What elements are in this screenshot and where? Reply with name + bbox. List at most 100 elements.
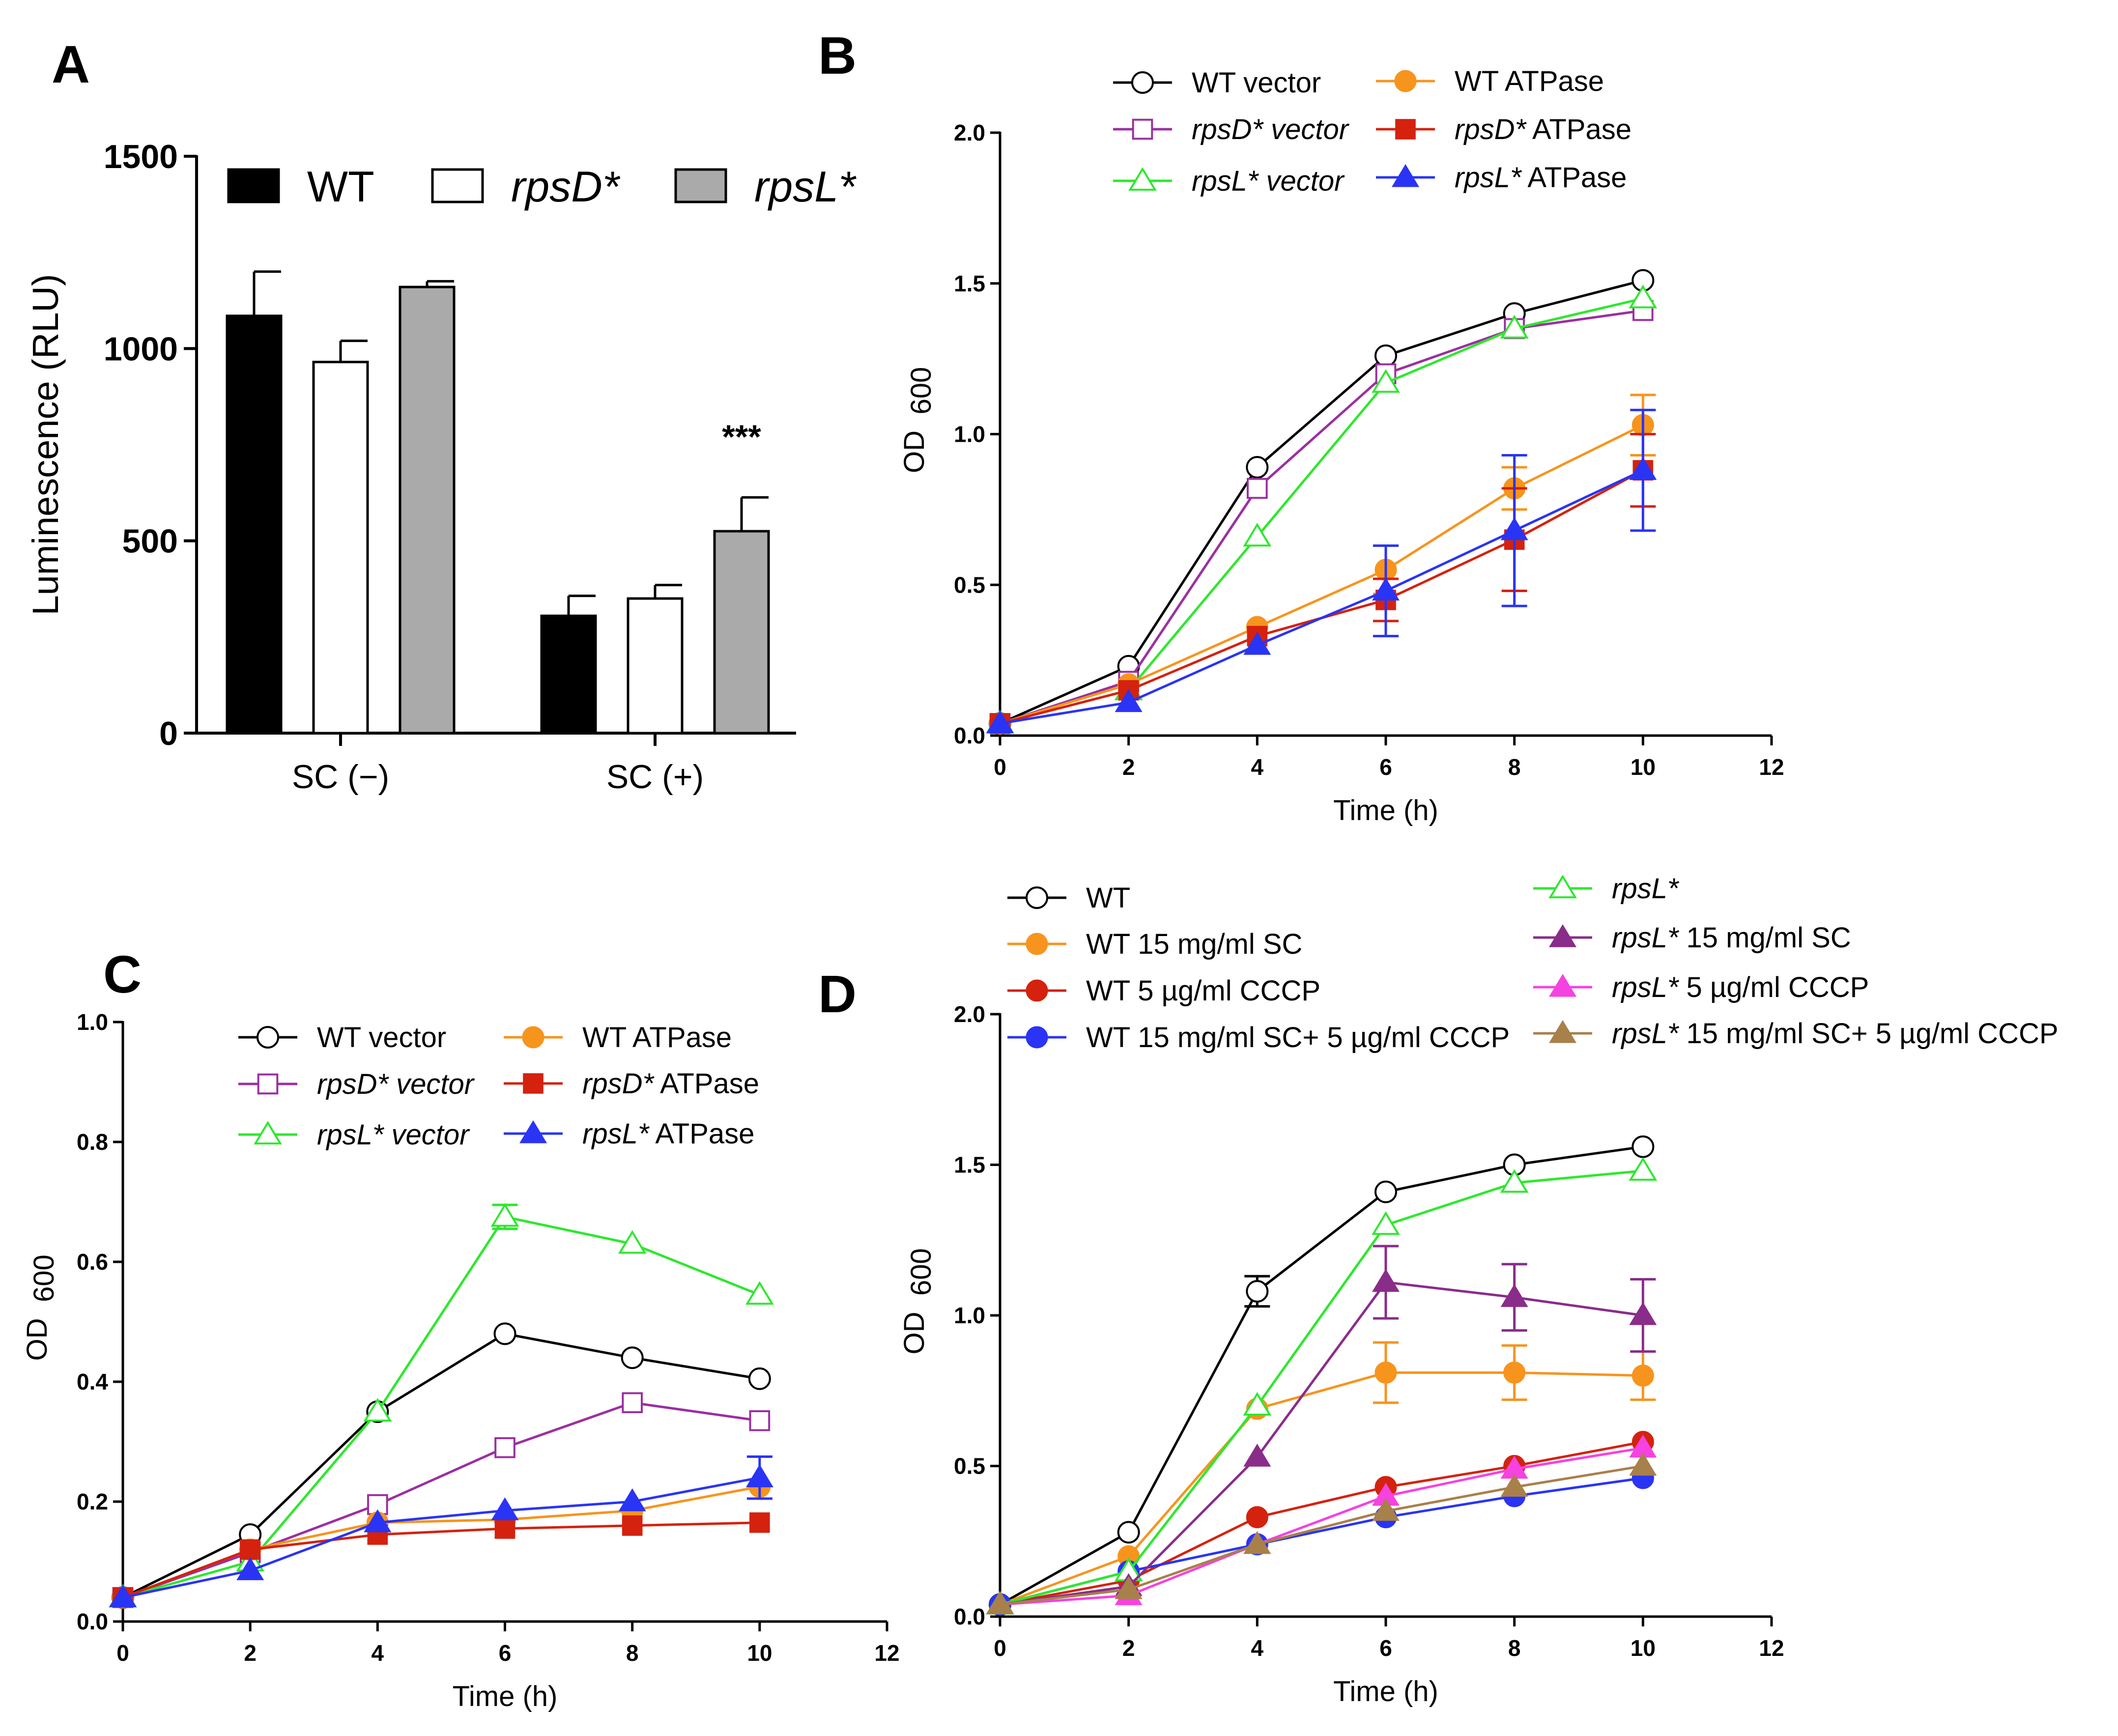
legend-marker bbox=[519, 1120, 547, 1143]
series-1 bbox=[989, 1341, 1656, 1616]
series-0 bbox=[989, 269, 1655, 735]
legend-label-plain: WT 15 mg/ml SC+ 5 µg/ml CCCP bbox=[1086, 1022, 1510, 1053]
data-point bbox=[1372, 369, 1400, 393]
y-axis-label-sub: 600 bbox=[28, 1254, 60, 1302]
y-tick-label: 2.0 bbox=[954, 120, 985, 145]
legend-label-italic: rpsL* vector bbox=[317, 1119, 470, 1151]
series-5 bbox=[986, 1245, 1657, 1615]
data-point bbox=[1247, 478, 1268, 499]
legend-label: rpsL* bbox=[1612, 873, 1680, 905]
y-tick-label-a: 500 bbox=[122, 523, 178, 560]
series-line bbox=[122, 1401, 760, 1599]
legend-marker bbox=[1548, 874, 1577, 899]
legend-label: rpsD* ATPase bbox=[582, 1068, 759, 1100]
series-1 bbox=[989, 300, 1654, 734]
data-point bbox=[1372, 1211, 1400, 1235]
x-tick-label-a: SC (+) bbox=[606, 758, 704, 796]
legend-label: WT vector bbox=[1192, 67, 1321, 99]
legend-item: rpsL* ATPase bbox=[504, 1118, 754, 1150]
series-line bbox=[1000, 309, 1643, 725]
legend-marker bbox=[1548, 1020, 1577, 1043]
series-line bbox=[122, 1521, 760, 1599]
legend-item: WT vector bbox=[238, 1022, 446, 1053]
legend-label-plain: WT 15 mg/ml SC bbox=[1086, 928, 1302, 960]
series-line bbox=[1000, 424, 1644, 725]
x-tick-label: 12 bbox=[1759, 754, 1784, 780]
x-tick-label: 2 bbox=[1122, 754, 1135, 780]
legend-label: rpsL* 15 mg/ml SC+ 5 µg/ml CCCP bbox=[1612, 1018, 2059, 1050]
legend-swatch-a bbox=[674, 168, 727, 203]
data-point bbox=[236, 1557, 264, 1580]
chart-a: 0 500 1000 1500 Luminescence (RLU) SC (−) SC (… bbox=[25, 138, 857, 796]
series-line bbox=[1000, 1371, 1643, 1606]
legend-label: WT 15 mg/ml SC+ 5 µg/ml CCCP bbox=[1086, 1022, 1510, 1053]
bar-a bbox=[226, 314, 283, 735]
series-line bbox=[1000, 1169, 1643, 1606]
y-tick-label: 1.0 bbox=[954, 422, 985, 447]
series-2 bbox=[986, 285, 1658, 734]
bar-a bbox=[713, 530, 770, 735]
data-point bbox=[1629, 457, 1657, 480]
legend-marker bbox=[1395, 119, 1416, 140]
legend-label: rpsL* 5 µg/ml CCCP bbox=[1612, 971, 1869, 1003]
legend-label-italic: rpsL* bbox=[1612, 922, 1680, 954]
y-axis-label-main: OD bbox=[898, 430, 930, 473]
panel-letter-a: A bbox=[52, 34, 90, 94]
series-5 bbox=[109, 1455, 773, 1607]
data-point bbox=[1246, 455, 1269, 479]
legend-label: rpsL* 15 mg/ml SC bbox=[1612, 922, 1851, 954]
data-point bbox=[494, 1437, 515, 1458]
legend-item: rpsD* vector bbox=[238, 1068, 475, 1100]
legend-item: rpsL* 15 mg/ml SC bbox=[1533, 922, 1851, 954]
y-tick-label: 0.8 bbox=[77, 1129, 108, 1155]
legend-label-plain: ATPase bbox=[1526, 114, 1631, 145]
y-axis-label-sub: 600 bbox=[905, 367, 937, 415]
legend-marker bbox=[257, 1073, 279, 1095]
panel-letter-b: B bbox=[818, 26, 857, 85]
x-tick-label: 2 bbox=[244, 1640, 257, 1666]
data-point bbox=[621, 1346, 644, 1369]
y-axis-label-a: Luminescence (RLU) bbox=[25, 274, 66, 615]
legend-item: rpsL* 5 µg/ml CCCP bbox=[1533, 971, 1869, 1003]
legend-marker bbox=[1548, 924, 1577, 947]
legend-marker bbox=[257, 1026, 279, 1049]
data-point bbox=[1243, 631, 1271, 655]
y-axis-label-main: OD bbox=[898, 1312, 930, 1355]
x-tick-label: 4 bbox=[1251, 754, 1264, 780]
data-point bbox=[745, 1281, 774, 1305]
x-tick-label: 0 bbox=[994, 1635, 1006, 1661]
data-point bbox=[1500, 1474, 1528, 1497]
y-tick-label: 0.0 bbox=[954, 1604, 985, 1629]
legend-label-plain: ATPase bbox=[1521, 162, 1627, 194]
panel-letter-c: C bbox=[103, 944, 142, 1004]
legend-item: WT vector bbox=[1113, 67, 1321, 99]
legend-label-a: rpsD* bbox=[511, 162, 621, 211]
y-tick-label: 1.5 bbox=[954, 271, 985, 296]
data-point bbox=[1374, 344, 1397, 367]
legend-label-plain: WT vector bbox=[1192, 67, 1321, 99]
legend-label-plain: 5 µg/ml CCCP bbox=[1678, 971, 1869, 1003]
series-1 bbox=[112, 1392, 771, 1608]
legend-marker bbox=[1394, 70, 1417, 92]
y-tick-label: 0.5 bbox=[954, 1453, 985, 1479]
legend-label-plain: WT ATPase bbox=[1455, 65, 1604, 97]
y-axis-label-sub: 600 bbox=[905, 1248, 937, 1296]
series-3 bbox=[112, 1476, 771, 1609]
chart-d: 0.0 0.5 1.0 1.5 2.0 0 2 4 6 8 10 12 Time (h) OD 600 WT W… bbox=[898, 873, 2059, 1708]
data-point bbox=[622, 1515, 643, 1536]
data-point bbox=[1243, 1392, 1272, 1416]
x-tick-label: 8 bbox=[626, 1640, 639, 1666]
data-point bbox=[986, 1591, 1014, 1615]
series-line bbox=[122, 1485, 760, 1599]
legend-label: rpsL* vector bbox=[1192, 165, 1345, 197]
legend-label-plain: 15 mg/ml SC+ 5 µg/ml CCCP bbox=[1678, 1018, 2058, 1050]
series-2 bbox=[989, 1430, 1654, 1616]
y-tick-label: 0.5 bbox=[954, 572, 985, 598]
legend-label-plain: WT ATPase bbox=[582, 1022, 732, 1053]
legend-item: WT 15 mg/ml SC bbox=[1007, 928, 1302, 960]
legend-label-plain: ATPase bbox=[654, 1068, 759, 1100]
series-line bbox=[1000, 1465, 1643, 1606]
x-tick-label: 6 bbox=[499, 1640, 512, 1666]
data-point bbox=[1631, 1135, 1655, 1158]
data-point bbox=[494, 1518, 515, 1539]
